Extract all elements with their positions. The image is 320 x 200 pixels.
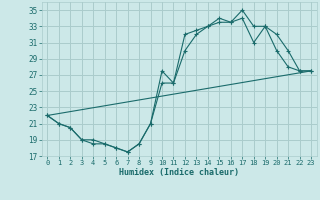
X-axis label: Humidex (Indice chaleur): Humidex (Indice chaleur) [119, 168, 239, 177]
